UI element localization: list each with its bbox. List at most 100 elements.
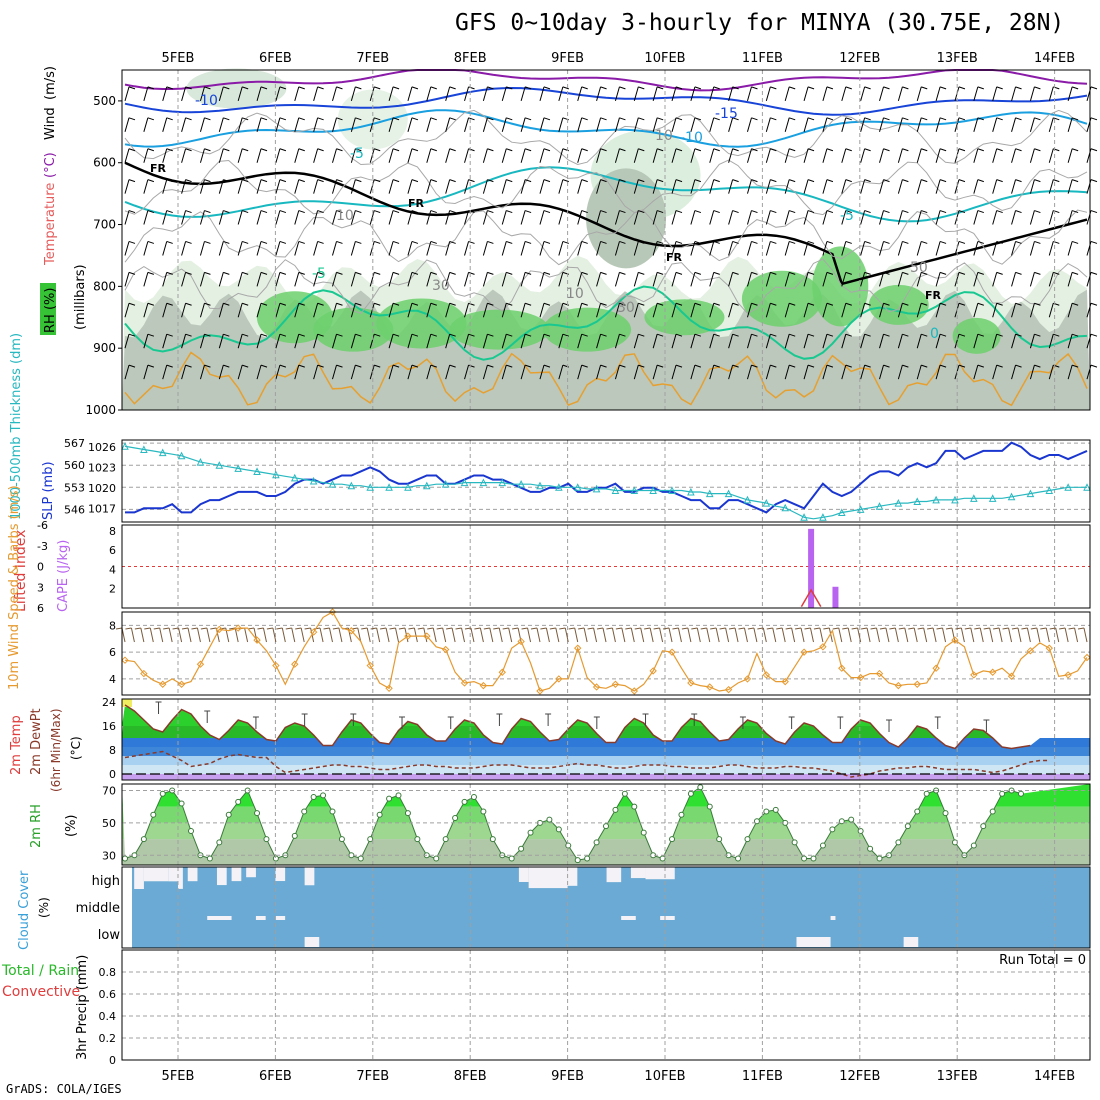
- rh-marker: [310, 793, 317, 800]
- wind-barb-flag: [789, 240, 796, 244]
- wind-barb-staff: [916, 148, 922, 163]
- wind-barb: [1029, 333, 1041, 349]
- wind-barb-staff: [860, 179, 866, 194]
- wind-barb-staff: [860, 364, 866, 380]
- wind-barb: [426, 148, 437, 163]
- wind-barb-flag: [770, 148, 777, 152]
- wind-barb-flag: [317, 333, 324, 337]
- wind-barb-staff: [558, 210, 564, 225]
- wind-barb-staff: [803, 148, 809, 163]
- wind-barb-staff: [1029, 86, 1035, 102]
- wind-barb-staff: [784, 303, 790, 318]
- wind-barb-staff: [218, 179, 224, 194]
- wind-barb-staff: [897, 86, 903, 102]
- wind-barb-flag: [581, 117, 588, 121]
- wind-barb-flag: [430, 179, 437, 183]
- wind-barb: [803, 364, 815, 380]
- wind-barb-staff: [558, 303, 564, 318]
- wind-barb: [954, 179, 966, 194]
- wind-barb: [369, 210, 381, 225]
- wind-barb: [728, 148, 739, 163]
- wind-barb-flag: [166, 148, 173, 152]
- wind-barb-10m-flag: [832, 627, 839, 630]
- wind-barb-flag: [902, 86, 909, 90]
- wind-barb: [332, 86, 343, 102]
- wind-barb-flag: [524, 210, 532, 214]
- wind-barb: [294, 117, 305, 132]
- wind-barb: [784, 210, 796, 225]
- wind-barb-flag: [279, 302, 287, 306]
- cloud-level-label: low: [98, 928, 121, 943]
- wind-barb-10m-flag: [644, 627, 651, 630]
- thickness-marker: [988, 494, 997, 502]
- wind-barb-flag: [279, 271, 287, 275]
- wind-barb: [728, 117, 739, 132]
- rh-marker: [631, 803, 638, 810]
- wind-barb-staff: [728, 241, 734, 256]
- x-label-bottom: 8FEB: [454, 1069, 487, 1084]
- wind-barb: [426, 271, 437, 287]
- wind-barb-flag: [449, 271, 456, 275]
- wind-barb: [879, 86, 890, 102]
- x-label-bottom: 10FEB: [644, 1069, 685, 1084]
- wind-barb-staff: [973, 148, 979, 163]
- wind-barb-flag: [1071, 117, 1079, 121]
- wind-barb: [1011, 86, 1022, 102]
- x-label-top: 7FEB: [356, 51, 389, 66]
- wind-barb-10m-flag: [842, 627, 849, 630]
- wind-barb-staff: [218, 86, 224, 102]
- wind-barb-flag: [430, 302, 437, 306]
- ylabel-lifted: Lifted Index: [13, 530, 29, 612]
- wind-barb-flag: [939, 179, 947, 183]
- wind-barb-staff: [860, 272, 866, 287]
- wind-barb: [671, 364, 683, 380]
- wind-barb-staff: [143, 334, 149, 349]
- wind-barb-flag: [185, 364, 192, 368]
- wind-barb-staff: [256, 241, 262, 256]
- wind-barb-flag: [449, 364, 456, 368]
- wind-barb-staff: [822, 210, 828, 225]
- cloud-clear-gap: [645, 867, 675, 880]
- ytick-label-wind: 8: [109, 619, 116, 632]
- wind-barb-staff: [614, 179, 620, 194]
- ytick-label-wind: 4: [109, 673, 116, 686]
- wind-barb: [482, 333, 494, 349]
- wind-barb: [784, 333, 796, 349]
- wind-barb-flag: [430, 86, 437, 90]
- wind-barb: [313, 364, 324, 380]
- wind-barb-flag: [336, 148, 343, 152]
- wind-barb-flag: [242, 302, 249, 306]
- wind-barb-staff: [652, 241, 658, 256]
- wind-barb-10m-flag: [757, 627, 764, 630]
- wind-barb: [879, 333, 890, 349]
- ytick-label-precip: 0.8: [99, 966, 117, 979]
- wind-barb-10m-flag: [379, 627, 387, 630]
- cloud-clear-gap: [168, 867, 178, 882]
- wind-barb-10m: [1055, 627, 1060, 643]
- wind-barb-10m: [630, 627, 635, 643]
- ylabel-cloud-unit: (%): [37, 897, 51, 918]
- wind-barb: [501, 86, 513, 102]
- wind-barb-flag: [166, 364, 173, 368]
- wind-barb-10m: [894, 627, 899, 643]
- wind-barb-staff: [992, 117, 998, 132]
- wind-barb: [1048, 179, 1060, 194]
- wind-barb-staff: [162, 86, 168, 102]
- wind-barb-flag: [1071, 86, 1079, 90]
- wind-barb-staff: [992, 241, 998, 256]
- wind-barb: [218, 271, 230, 287]
- wind-barb: [765, 117, 777, 132]
- rh-marker: [216, 839, 223, 846]
- wind-barb-staff: [464, 86, 470, 102]
- wind-speed-marker: [498, 668, 506, 676]
- wind-barb-staff: [709, 117, 715, 132]
- cape-bar: [808, 528, 815, 608]
- wind-barb: [388, 117, 400, 132]
- wind-barb-staff: [369, 86, 375, 102]
- wind-barb-10m-flag: [851, 627, 858, 630]
- wind-barb-flag: [355, 364, 362, 368]
- wind-barb-10m-flag: [257, 627, 264, 630]
- wind-barb: [1011, 271, 1022, 287]
- wind-barb-10m-flag: [738, 627, 745, 630]
- wind-barb-staff: [520, 179, 526, 194]
